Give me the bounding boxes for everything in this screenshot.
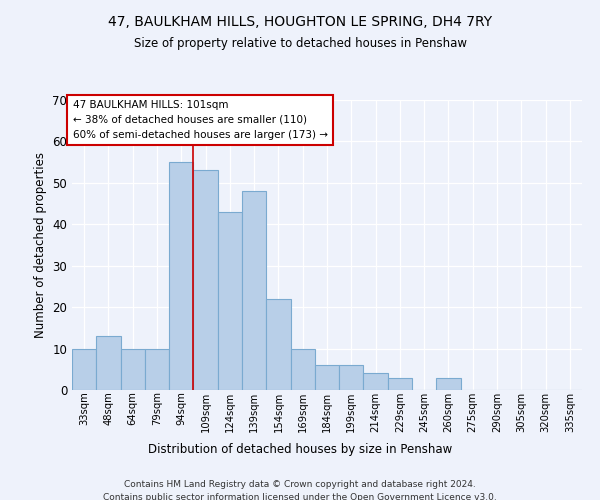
Bar <box>218 212 242 390</box>
Text: Size of property relative to detached houses in Penshaw: Size of property relative to detached ho… <box>133 38 467 51</box>
Bar <box>145 348 169 390</box>
Text: Contains HM Land Registry data © Crown copyright and database right 2024.: Contains HM Land Registry data © Crown c… <box>124 480 476 489</box>
Bar <box>266 299 290 390</box>
Bar <box>339 365 364 390</box>
Bar <box>96 336 121 390</box>
Bar <box>242 191 266 390</box>
Y-axis label: Number of detached properties: Number of detached properties <box>34 152 47 338</box>
Text: Distribution of detached houses by size in Penshaw: Distribution of detached houses by size … <box>148 442 452 456</box>
Text: Contains public sector information licensed under the Open Government Licence v3: Contains public sector information licen… <box>103 492 497 500</box>
Bar <box>364 374 388 390</box>
Bar <box>315 365 339 390</box>
Text: 47, BAULKHAM HILLS, HOUGHTON LE SPRING, DH4 7RY: 47, BAULKHAM HILLS, HOUGHTON LE SPRING, … <box>108 15 492 29</box>
Bar <box>169 162 193 390</box>
Bar <box>121 348 145 390</box>
Bar <box>193 170 218 390</box>
Text: 47 BAULKHAM HILLS: 101sqm
← 38% of detached houses are smaller (110)
60% of semi: 47 BAULKHAM HILLS: 101sqm ← 38% of detac… <box>73 100 328 140</box>
Bar <box>72 348 96 390</box>
Bar <box>436 378 461 390</box>
Bar <box>290 348 315 390</box>
Bar <box>388 378 412 390</box>
